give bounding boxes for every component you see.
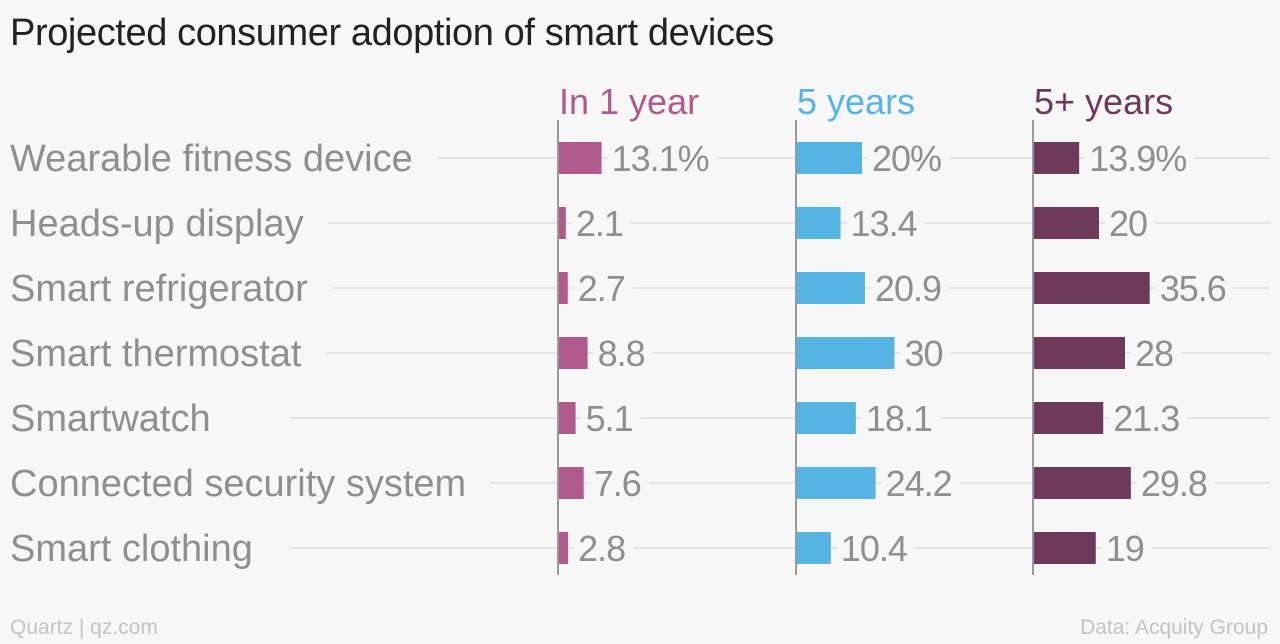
category-label: Heads-up display <box>10 203 304 245</box>
category-label-mask <box>4 463 491 503</box>
bars <box>559 142 1150 564</box>
bar <box>797 207 841 239</box>
value-label: 13.1% <box>612 138 709 179</box>
value-label-mask <box>589 463 649 503</box>
chart-title: Projected consumer adoption of smart dev… <box>10 12 774 54</box>
value-label: 10.4 <box>841 528 907 569</box>
category-label-mask <box>4 398 235 438</box>
bar <box>797 272 865 304</box>
value-label: 8.8 <box>598 333 645 374</box>
category-label-mask <box>4 203 328 243</box>
value-label: 13.9% <box>1089 138 1186 179</box>
footer-source: Data: Acquity Group <box>1080 616 1268 639</box>
value-label: 5.1 <box>586 398 633 439</box>
category-label-mask <box>4 333 326 373</box>
bar <box>1034 207 1099 239</box>
bar <box>1034 272 1150 304</box>
category-label: Smartwatch <box>10 398 211 440</box>
value-label-mask <box>593 333 653 373</box>
bar <box>1034 142 1080 174</box>
value-label: 29.8 <box>1141 463 1207 504</box>
value-label-mask <box>581 398 641 438</box>
value-label: 30 <box>905 333 943 374</box>
value-label-mask <box>868 138 950 178</box>
bar <box>559 142 602 174</box>
category-label: Wearable fitness device <box>10 138 413 180</box>
category-label: Smart thermostat <box>10 333 302 375</box>
category-label-mask <box>4 528 277 568</box>
value-label-mask <box>900 333 951 373</box>
category-label-mask <box>4 138 437 178</box>
value-label-mask <box>1155 268 1234 308</box>
value-label-mask <box>571 203 631 243</box>
panel-axes <box>557 120 1034 575</box>
value-label: 20% <box>872 138 941 179</box>
value-label: 18.1 <box>866 398 932 439</box>
bar <box>1034 337 1125 369</box>
value-label: 21.3 <box>1113 398 1179 439</box>
value-label-mask <box>1105 203 1156 243</box>
value-label: 20.9 <box>875 268 941 309</box>
value-label-mask <box>881 463 960 503</box>
value-label: 2.7 <box>578 268 625 309</box>
bar <box>1034 532 1096 564</box>
value-label-mask <box>607 138 717 178</box>
category-label: Smart refrigerator <box>10 268 308 310</box>
value-labels: 13.1% 2.1 2.7 8.8 5.1 7.6 2.8 20% 13.4 20.9 30 18.1… <box>571 138 1234 569</box>
footer-credit: Quartz | qz.com <box>10 616 158 639</box>
value-label-mask <box>846 203 925 243</box>
category-label-mask <box>4 268 332 308</box>
value-label: 19 <box>1106 528 1144 569</box>
category-label: Connected security system <box>10 463 466 505</box>
value-label: 2.1 <box>576 203 623 244</box>
bar <box>1034 467 1131 499</box>
value-label-mask <box>573 268 633 308</box>
value-label: 2.8 <box>578 528 625 569</box>
value-label-mask <box>1131 333 1182 373</box>
series-header-5-years: 5 years <box>797 81 915 122</box>
bar <box>797 467 876 499</box>
bar <box>559 272 568 304</box>
category-labels: Wearable fitness device Heads-up display S… <box>4 138 491 570</box>
value-label-mask <box>1109 398 1188 438</box>
series-header-5-years: 5+ years <box>1034 81 1173 122</box>
value-label-mask <box>574 528 634 568</box>
bar <box>797 402 856 434</box>
series-header-in-1-year: In 1 year <box>559 81 699 122</box>
value-label-mask <box>836 528 915 568</box>
category-label: Smart clothing <box>10 528 253 570</box>
bar <box>559 207 566 239</box>
value-label: 7.6 <box>594 463 641 504</box>
value-label: 28 <box>1135 333 1173 374</box>
value-label: 35.6 <box>1160 268 1226 309</box>
value-label-mask <box>861 398 940 438</box>
bar <box>559 337 588 369</box>
value-label-mask <box>1085 138 1195 178</box>
value-label: 20 <box>1109 203 1147 244</box>
bar <box>559 402 576 434</box>
bar <box>797 532 831 564</box>
value-label-mask <box>870 268 950 308</box>
bar <box>559 467 584 499</box>
bar <box>559 532 569 564</box>
bar <box>1034 402 1104 434</box>
value-label: 24.2 <box>886 463 952 504</box>
bar <box>797 337 895 369</box>
series-headers: In 1 year 5 years 5+ years <box>559 81 1173 122</box>
value-label: 13.4 <box>851 203 917 244</box>
bar <box>797 142 862 174</box>
value-label-mask <box>1136 463 1215 503</box>
value-label-mask <box>1101 528 1152 568</box>
